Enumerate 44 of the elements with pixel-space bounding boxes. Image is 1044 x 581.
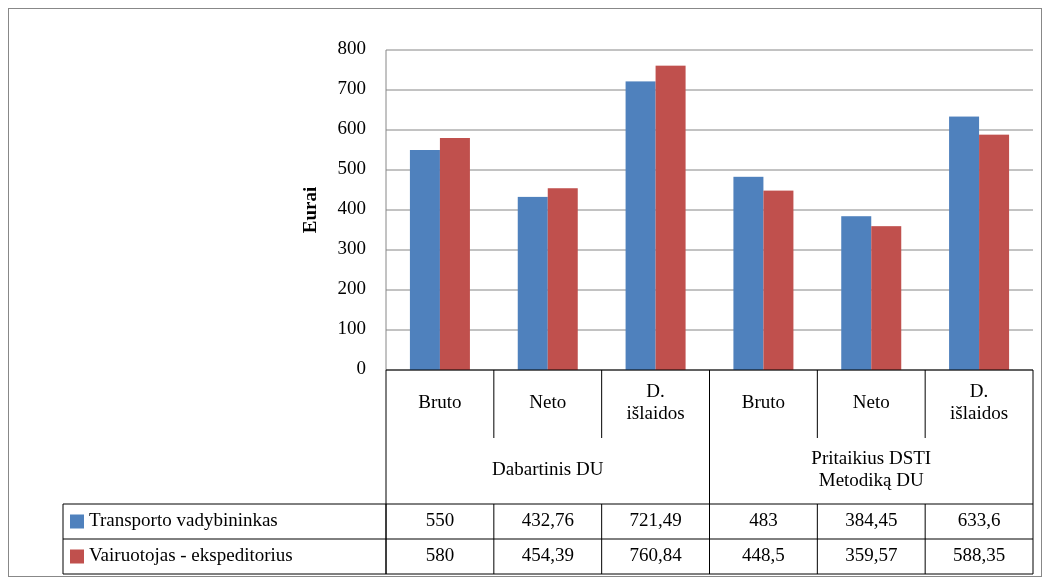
y-tick-label: 200 [337, 277, 366, 299]
x-tick-label: Neto [529, 391, 567, 413]
y-tick-label: 800 [337, 37, 366, 59]
text: Dabartinis DU [492, 458, 604, 480]
bar [409, 150, 440, 370]
y-tick-label: 0 [356, 357, 366, 379]
y-tick-label: 100 [337, 317, 366, 339]
y-tick-label: 300 [337, 237, 366, 259]
y-tick-label: 400 [337, 197, 366, 219]
x-tick-label: D. išlaidos [950, 379, 1009, 424]
x-tick-label: Neto [852, 391, 890, 413]
bar [547, 188, 578, 370]
data-label: 448,5 [742, 543, 785, 565]
data-label: 721,49 [629, 508, 682, 530]
bar [733, 176, 764, 370]
legend-label: Transporto vadybininkas [89, 508, 278, 530]
bar [655, 65, 686, 370]
bar [517, 196, 548, 370]
data-label: 483 [749, 508, 778, 530]
data-label: 580 [425, 543, 455, 565]
y-tick-label: 600 [337, 117, 366, 139]
text: Pritaikius DSTI Metodiką DU [811, 446, 932, 491]
data-label: 550 [425, 508, 455, 530]
data-label: 454,39 [521, 543, 574, 565]
x-tick-label: D. išlaidos [626, 379, 685, 424]
bar [625, 81, 656, 370]
y-tick-label: 700 [337, 77, 366, 99]
bar [979, 134, 1010, 370]
bar [763, 190, 794, 370]
x-tick-label: Bruto [741, 391, 786, 413]
bar [841, 216, 872, 370]
bar [871, 226, 902, 370]
data-label: 588,35 [952, 543, 1006, 565]
y-axis-title: Eurai [299, 186, 320, 234]
bar [949, 116, 980, 370]
x-tick-label: Bruto [418, 391, 462, 413]
bar [439, 138, 470, 370]
data-label: 432,76 [521, 508, 574, 530]
y-tick-label: 500 [337, 157, 366, 179]
data-label: 760,84 [629, 543, 683, 565]
data-label: 384,45 [845, 508, 898, 530]
legend-label: Vairuotojas - ekspeditorius [89, 543, 293, 565]
data-label: 359,57 [845, 543, 898, 565]
data-label: 633,6 [957, 508, 1001, 530]
